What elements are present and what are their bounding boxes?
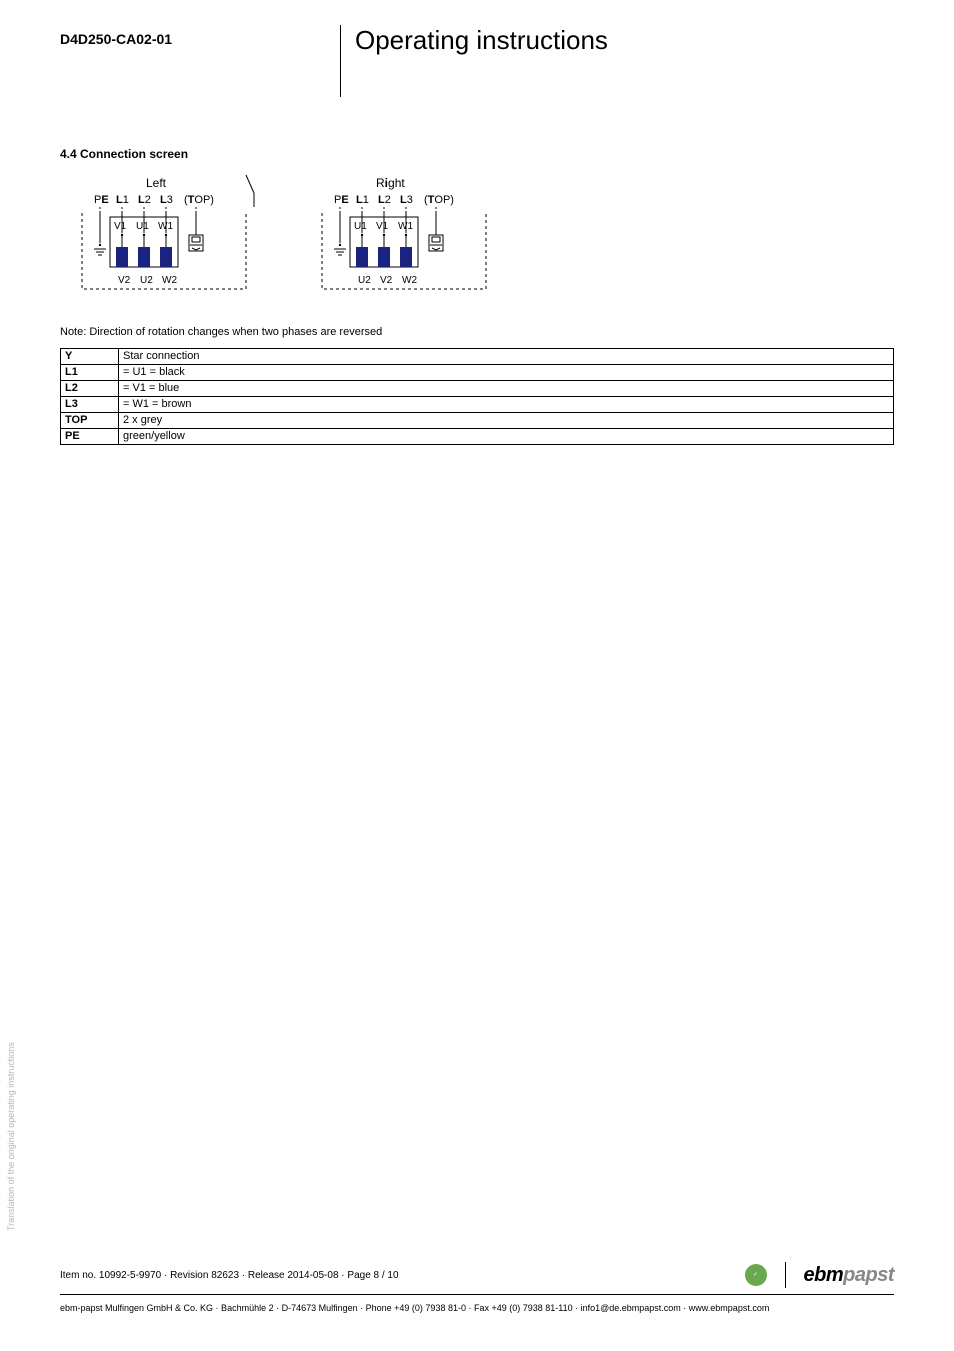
brand-logo: ebmpapst: [804, 1264, 894, 1287]
svg-text:U1: U1: [354, 221, 367, 232]
svg-text:L3: L3: [400, 194, 413, 206]
company-line: ebm-papst Mulfingen GmbH & Co. KG · Bach…: [60, 1303, 894, 1313]
rotation-note: Note: Direction of rotation changes when…: [60, 326, 894, 338]
logo-cluster: ✓ ebmpapst: [745, 1262, 894, 1288]
svg-text:Right: Right: [376, 176, 405, 190]
diagram-right: Right PE L1 L2 L3 (TOP): [316, 173, 496, 308]
svg-text:V2: V2: [118, 275, 131, 286]
svg-text:L2: L2: [378, 194, 391, 206]
logo-divider: [785, 1262, 786, 1288]
svg-text:U2: U2: [140, 275, 153, 286]
svg-text:V1: V1: [376, 221, 389, 232]
svg-text:U2: U2: [358, 275, 371, 286]
page-title: Operating instructions: [355, 25, 608, 56]
diagram-left: Left PE L1 L2 L3 (TOP): [76, 173, 256, 308]
svg-text:U1: U1: [136, 221, 149, 232]
page-header: D4D250-CA02-01 Operating instructions: [60, 25, 894, 97]
brand-light: papst: [843, 1264, 894, 1286]
page-footer: Item no. 10992-5-9970 · Revision 82623 ·…: [0, 1262, 954, 1313]
svg-text:V1: V1: [114, 221, 127, 232]
connection-table: YStar connection L1= U1 = black L2= V1 =…: [60, 348, 894, 445]
svg-text:W2: W2: [162, 275, 177, 286]
connection-diagram-right-svg: Right PE L1 L2 L3 (TOP): [316, 173, 496, 303]
title-divider: Operating instructions: [340, 25, 608, 97]
brand-bold: ebm: [804, 1264, 844, 1286]
svg-text:L1: L1: [356, 194, 369, 206]
svg-text:W1: W1: [158, 221, 173, 232]
part-number: D4D250-CA02-01: [60, 25, 340, 47]
svg-text:(TOP): (TOP): [184, 194, 214, 206]
table-row: L3= W1 = brown: [61, 397, 894, 413]
side-text: Translation of the original operating in…: [6, 1042, 16, 1231]
svg-text:L1: L1: [116, 194, 129, 206]
svg-text:L3: L3: [160, 194, 173, 206]
diagrams-row: Left PE L1 L2 L3 (TOP): [76, 173, 894, 308]
table-row: L1= U1 = black: [61, 365, 894, 381]
svg-text:(TOP): (TOP): [424, 194, 454, 206]
connection-diagram-left-svg: Left PE L1 L2 L3 (TOP): [76, 173, 256, 303]
table-row: YStar connection: [61, 349, 894, 365]
table-row: TOP2 x grey: [61, 413, 894, 429]
svg-text:V2: V2: [380, 275, 393, 286]
diagram-left-title: Left: [146, 176, 167, 190]
table-row: PEgreen/yellow: [61, 429, 894, 445]
svg-text:W1: W1: [398, 221, 413, 232]
svg-text:PE: PE: [334, 194, 349, 206]
green-tech-badge-icon: ✓: [745, 1264, 767, 1286]
svg-text:L2: L2: [138, 194, 151, 206]
svg-text:W2: W2: [402, 275, 417, 286]
svg-text:PE: PE: [94, 194, 109, 206]
item-number-line: Item no. 10992-5-9970 · Revision 82623 ·…: [60, 1270, 399, 1281]
table-row: L2= V1 = blue: [61, 381, 894, 397]
section-heading: 4.4 Connection screen: [60, 147, 894, 161]
